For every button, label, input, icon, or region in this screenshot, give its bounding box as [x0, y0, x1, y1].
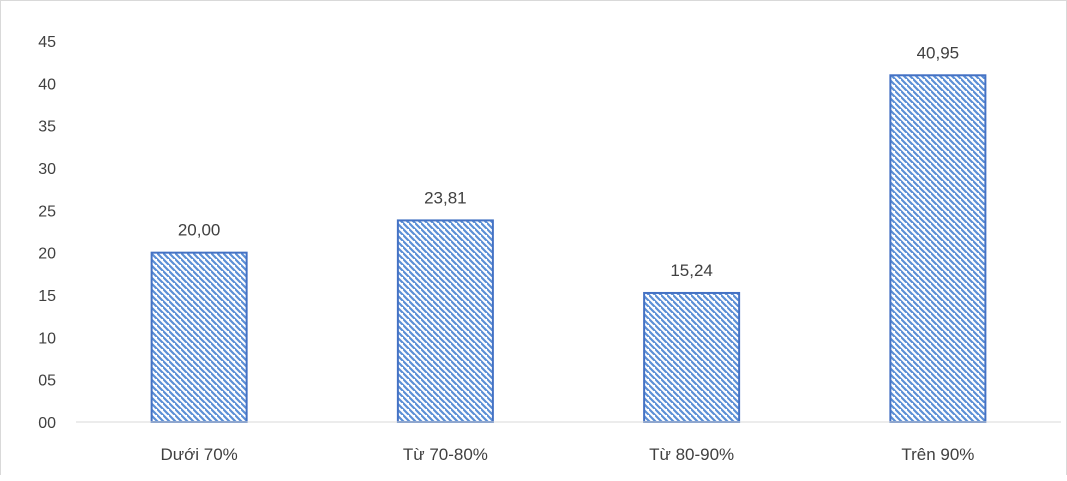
bars — [150, 74, 987, 423]
data-label: 20,00 — [178, 221, 221, 240]
x-tick-label: Dưới 70% — [160, 445, 237, 464]
data-label: 23,81 — [424, 188, 467, 207]
y-tick-label: 05 — [38, 373, 56, 390]
y-tick-label: 30 — [38, 161, 56, 178]
bar — [889, 74, 987, 423]
y-tick-label: 20 — [38, 246, 56, 263]
y-tick-label: 25 — [38, 203, 56, 220]
x-axis-ticks: Dưới 70% Từ 70-80% Từ 80-90% Trên 90% — [160, 445, 974, 464]
y-tick-label: 45 — [38, 34, 56, 51]
y-tick-label: 35 — [38, 119, 56, 136]
y-tick-label: 15 — [38, 288, 56, 305]
y-axis-ticks: 00 05 10 15 20 25 30 35 40 45 — [38, 34, 56, 432]
x-tick-label: Từ 70-80% — [403, 445, 488, 464]
x-tick-label: Trên 90% — [901, 445, 974, 464]
x-tick-label: Từ 80-90% — [649, 445, 734, 464]
data-label: 40,95 — [917, 43, 960, 62]
bar — [150, 251, 248, 423]
bar — [643, 291, 741, 423]
y-tick-label: 00 — [38, 415, 56, 432]
y-tick-label: 40 — [38, 76, 56, 93]
bar — [396, 219, 494, 423]
y-tick-label: 10 — [38, 330, 56, 347]
data-label: 15,24 — [670, 261, 713, 280]
data-labels: 20,00 23,81 15,24 40,95 — [178, 43, 959, 280]
